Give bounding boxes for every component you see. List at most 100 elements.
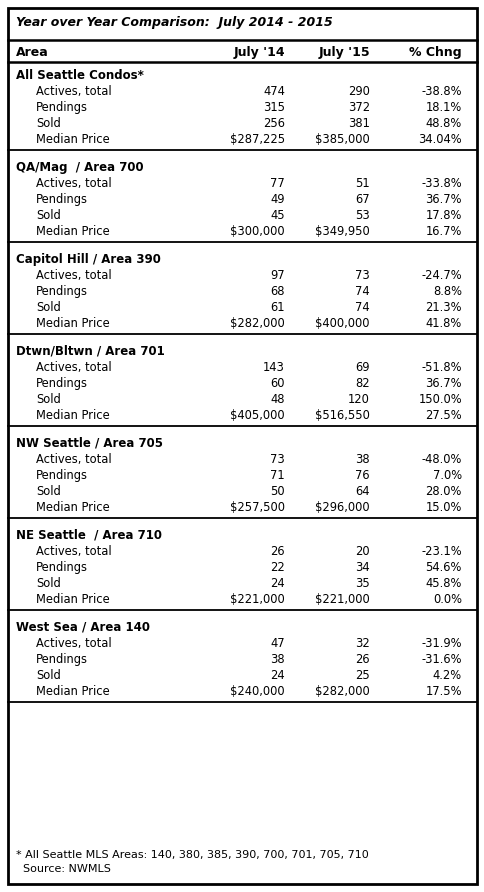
Text: Pendings: Pendings bbox=[36, 377, 88, 390]
Text: Capitol Hill / Area 390: Capitol Hill / Area 390 bbox=[16, 253, 161, 266]
Text: $282,000: $282,000 bbox=[315, 685, 369, 698]
Text: 36.7%: 36.7% bbox=[424, 193, 461, 206]
Text: 17.8%: 17.8% bbox=[425, 209, 461, 222]
Text: 48: 48 bbox=[270, 393, 285, 406]
Text: 68: 68 bbox=[270, 285, 285, 298]
Text: NE Seattle  / Area 710: NE Seattle / Area 710 bbox=[16, 529, 162, 542]
Text: 15.0%: 15.0% bbox=[425, 501, 461, 514]
Text: Median Price: Median Price bbox=[36, 317, 109, 330]
Text: 16.7%: 16.7% bbox=[425, 225, 461, 238]
Text: $221,000: $221,000 bbox=[230, 593, 285, 606]
Text: 35: 35 bbox=[354, 577, 369, 590]
Text: Median Price: Median Price bbox=[36, 409, 109, 422]
Text: 150.0%: 150.0% bbox=[418, 393, 461, 406]
Text: -24.7%: -24.7% bbox=[421, 269, 461, 282]
Text: 32: 32 bbox=[354, 637, 369, 650]
Text: Sold: Sold bbox=[36, 669, 60, 682]
Text: Year over Year Comparison:  July 2014 - 2015: Year over Year Comparison: July 2014 - 2… bbox=[16, 16, 332, 29]
Text: $385,000: $385,000 bbox=[315, 133, 369, 146]
Text: $349,950: $349,950 bbox=[315, 225, 369, 238]
Text: 372: 372 bbox=[347, 101, 369, 114]
Text: 8.8%: 8.8% bbox=[432, 285, 461, 298]
Text: 76: 76 bbox=[355, 469, 369, 482]
Text: $282,000: $282,000 bbox=[230, 317, 285, 330]
Text: July '15: July '15 bbox=[318, 46, 369, 59]
Text: 45: 45 bbox=[270, 209, 285, 222]
Text: Actives, total: Actives, total bbox=[36, 177, 111, 190]
Text: 38: 38 bbox=[355, 453, 369, 466]
Text: Actives, total: Actives, total bbox=[36, 269, 111, 282]
Text: 474: 474 bbox=[263, 85, 285, 98]
Text: 49: 49 bbox=[270, 193, 285, 206]
Text: $221,000: $221,000 bbox=[315, 593, 369, 606]
Text: 60: 60 bbox=[270, 377, 285, 390]
Text: 50: 50 bbox=[270, 485, 285, 498]
Text: $287,225: $287,225 bbox=[229, 133, 285, 146]
Text: 120: 120 bbox=[348, 393, 369, 406]
Text: 18.1%: 18.1% bbox=[425, 101, 461, 114]
Text: Median Price: Median Price bbox=[36, 501, 109, 514]
Text: Actives, total: Actives, total bbox=[36, 361, 111, 374]
Text: QA/Mag  / Area 700: QA/Mag / Area 700 bbox=[16, 161, 143, 174]
Text: 41.8%: 41.8% bbox=[425, 317, 461, 330]
Text: 47: 47 bbox=[270, 637, 285, 650]
Text: July '14: July '14 bbox=[233, 46, 285, 59]
Text: Source: NWMLS: Source: NWMLS bbox=[16, 864, 111, 874]
Text: 27.5%: 27.5% bbox=[424, 409, 461, 422]
Text: -33.8%: -33.8% bbox=[421, 177, 461, 190]
Text: 73: 73 bbox=[354, 269, 369, 282]
Text: 97: 97 bbox=[270, 269, 285, 282]
Text: 24: 24 bbox=[270, 577, 285, 590]
Text: 315: 315 bbox=[262, 101, 285, 114]
Text: Pendings: Pendings bbox=[36, 193, 88, 206]
Text: Median Price: Median Price bbox=[36, 685, 109, 698]
Text: 36.7%: 36.7% bbox=[424, 377, 461, 390]
Text: -51.8%: -51.8% bbox=[421, 361, 461, 374]
Text: * All Seattle MLS Areas: 140, 380, 385, 390, 700, 701, 705, 710: * All Seattle MLS Areas: 140, 380, 385, … bbox=[16, 850, 368, 860]
Text: Median Price: Median Price bbox=[36, 133, 109, 146]
Text: 22: 22 bbox=[270, 561, 285, 574]
Text: -48.0%: -48.0% bbox=[421, 453, 461, 466]
Text: 17.5%: 17.5% bbox=[424, 685, 461, 698]
Text: Area: Area bbox=[16, 46, 49, 59]
Text: 381: 381 bbox=[348, 117, 369, 130]
Text: 26: 26 bbox=[355, 653, 369, 666]
Text: West Sea / Area 140: West Sea / Area 140 bbox=[16, 621, 150, 634]
Text: 69: 69 bbox=[355, 361, 369, 374]
Text: 24: 24 bbox=[270, 669, 285, 682]
Text: 53: 53 bbox=[354, 209, 369, 222]
Text: $300,000: $300,000 bbox=[230, 225, 285, 238]
Text: Actives, total: Actives, total bbox=[36, 453, 111, 466]
Text: 74: 74 bbox=[355, 301, 369, 314]
Text: 290: 290 bbox=[348, 85, 369, 98]
Text: 45.8%: 45.8% bbox=[425, 577, 461, 590]
Text: $296,000: $296,000 bbox=[315, 501, 369, 514]
Text: 77: 77 bbox=[270, 177, 285, 190]
Text: Median Price: Median Price bbox=[36, 593, 109, 606]
Text: Sold: Sold bbox=[36, 209, 60, 222]
Text: 28.0%: 28.0% bbox=[425, 485, 461, 498]
Text: -23.1%: -23.1% bbox=[421, 545, 461, 558]
Text: Pendings: Pendings bbox=[36, 561, 88, 574]
Text: 38: 38 bbox=[270, 653, 285, 666]
Text: 4.2%: 4.2% bbox=[432, 669, 461, 682]
Text: $405,000: $405,000 bbox=[230, 409, 285, 422]
Text: 82: 82 bbox=[355, 377, 369, 390]
Text: 67: 67 bbox=[355, 193, 369, 206]
Text: 20: 20 bbox=[355, 545, 369, 558]
Text: -31.9%: -31.9% bbox=[421, 637, 461, 650]
Text: 74: 74 bbox=[355, 285, 369, 298]
Text: % Chng: % Chng bbox=[408, 46, 461, 59]
Text: Pendings: Pendings bbox=[36, 469, 88, 482]
Text: 51: 51 bbox=[355, 177, 369, 190]
Text: Median Price: Median Price bbox=[36, 225, 109, 238]
Text: 34: 34 bbox=[355, 561, 369, 574]
Text: $257,500: $257,500 bbox=[229, 501, 285, 514]
Text: 54.6%: 54.6% bbox=[425, 561, 461, 574]
Text: $516,550: $516,550 bbox=[315, 409, 369, 422]
Text: 256: 256 bbox=[262, 117, 285, 130]
Text: -38.8%: -38.8% bbox=[421, 85, 461, 98]
Text: 34.04%: 34.04% bbox=[418, 133, 461, 146]
Text: Actives, total: Actives, total bbox=[36, 637, 111, 650]
Text: 7.0%: 7.0% bbox=[432, 469, 461, 482]
